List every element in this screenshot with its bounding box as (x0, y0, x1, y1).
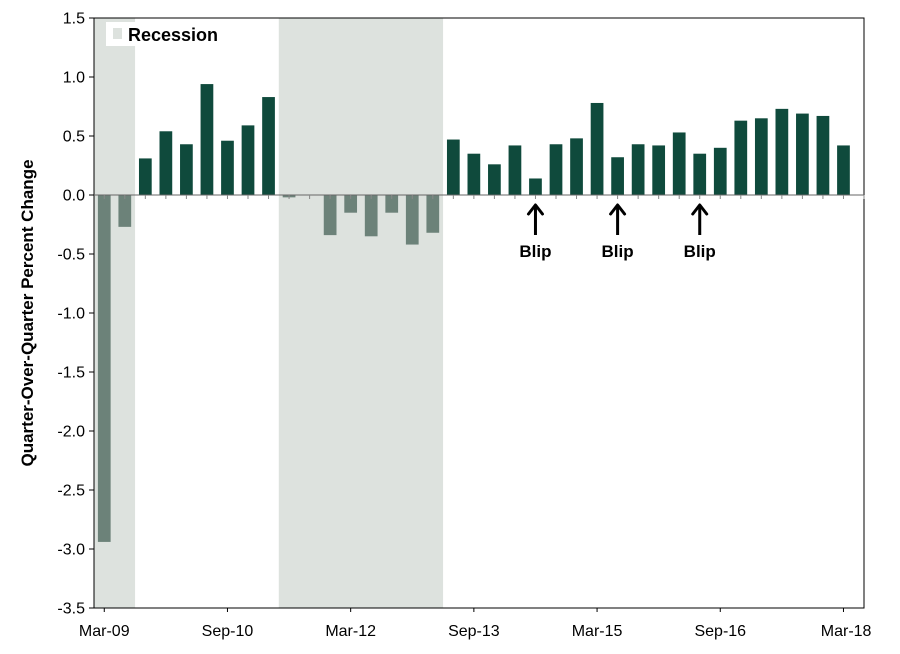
bar-mar-10 (180, 144, 193, 195)
blip-arrow-head (526, 203, 544, 216)
x-tick-label: Sep-16 (694, 623, 746, 640)
blip-label: Blip (602, 242, 634, 261)
axis-layer: 1.5 1.0 0.5 0.0 -0.5 -1.0 -1.5 -2.0 -2.5 -3.0 -3.5… (57, 11, 871, 641)
blip-arrow-head (691, 203, 709, 216)
x-tick-label: Sep-13 (448, 623, 500, 640)
x-tick-label: Mar-09 (79, 623, 130, 640)
bar-sep-13 (467, 153, 481, 195)
bar-mar-09 (97, 195, 111, 542)
bar-mar-14 (508, 145, 522, 195)
bar-sep-16 (713, 147, 727, 195)
blip-label: Blip (684, 242, 716, 261)
recession-band (278, 18, 444, 608)
y-tick-label: -3.0 (57, 542, 85, 559)
bar-dec-17 (816, 115, 830, 195)
y-tick-label: 1.0 (63, 70, 85, 87)
bar-mar-15 (590, 102, 604, 195)
x-tick-label: Mar-18 (821, 623, 872, 640)
bar-jun-09 (118, 195, 132, 227)
bar-dec-09 (159, 131, 173, 195)
bar-dec-14 (570, 138, 583, 195)
y-tick-label: -0.5 (57, 247, 85, 264)
bar-mar-11 (262, 97, 275, 195)
y-tick-label: -1.5 (57, 365, 85, 382)
bar-jun-17 (775, 108, 789, 195)
bar-jun-15 (611, 157, 624, 195)
bar-dec-11 (323, 195, 337, 236)
bar-mar-16 (672, 132, 686, 195)
x-tick-label: Mar-12 (325, 623, 376, 640)
bar-mar-17 (754, 118, 768, 195)
bar-jun-12 (364, 195, 378, 237)
bar-sep-12 (385, 195, 399, 213)
bar-jun-13 (446, 139, 460, 195)
legend-label-recession: Recession (128, 25, 218, 45)
bar-sep-15 (631, 144, 645, 195)
bar-mar-18 (837, 145, 850, 195)
bar-sep-14 (549, 144, 563, 195)
bar-dec-10 (241, 125, 255, 195)
annotation-layer: Blip Blip Blip (519, 203, 716, 261)
bar-dec-13 (488, 164, 501, 195)
bar-dec-16 (734, 120, 748, 195)
x-tick-label: Sep-10 (202, 623, 254, 640)
y-axis-title: Quarter-Over-Quarter Percent Change (18, 159, 37, 466)
y-tick-label: -1.0 (57, 306, 85, 323)
x-tick-label: Mar-15 (572, 623, 623, 640)
y-tick-label: -2.0 (57, 424, 85, 441)
bar-mar-13 (426, 195, 440, 233)
recession-shading-layer (94, 18, 444, 608)
bar-dec-15 (652, 145, 666, 195)
y-tick-label: -3.5 (57, 601, 85, 618)
y-tick-label: -2.5 (57, 483, 85, 500)
legend: Recession (106, 22, 228, 46)
y-tick-label: 0.5 (63, 129, 85, 146)
legend-swatch-recession (113, 28, 122, 39)
bar-jun-16 (693, 153, 707, 195)
y-tick-label: 0.0 (63, 188, 85, 205)
bar-layer (97, 84, 850, 542)
blip-arrow-head (609, 203, 627, 216)
blip-label: Blip (519, 242, 551, 261)
bar-sep-17 (796, 113, 809, 195)
legend-background (106, 22, 228, 46)
bar-sep-10 (221, 140, 234, 195)
y-tick-label: 1.5 (63, 11, 85, 28)
bar-sep-09 (138, 158, 152, 195)
bar-jun-14 (529, 178, 542, 195)
bar-jun-10 (200, 84, 214, 195)
bar-mar-12 (344, 195, 358, 213)
bar-dec-12 (405, 195, 419, 245)
